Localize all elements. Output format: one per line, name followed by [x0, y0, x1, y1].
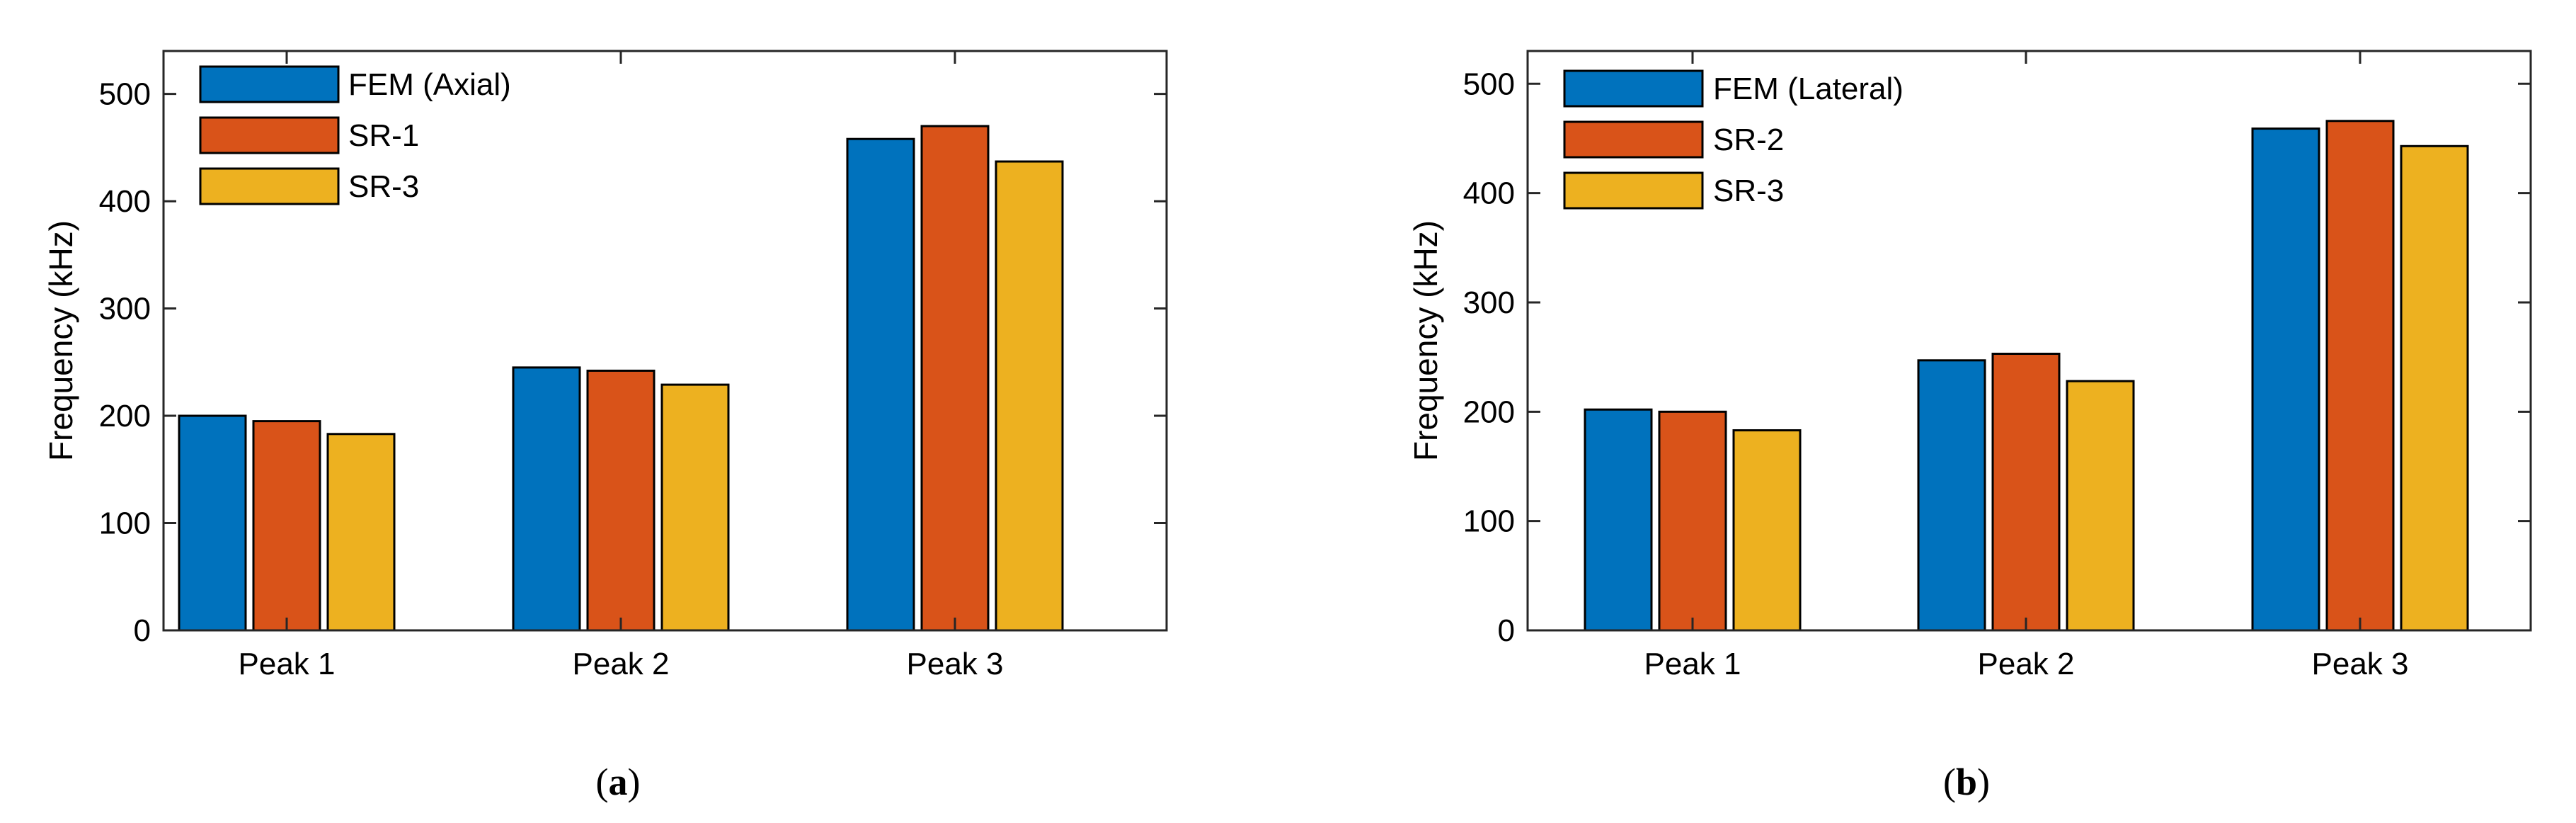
bar-a-series-3-cat-1: [326, 433, 396, 632]
bar-b-series-2-cat-1: [1658, 410, 1727, 632]
y-tick-label: 100: [1463, 504, 1515, 539]
y-axis-label: Frequency (kHz): [42, 220, 79, 461]
legend-swatch: [1563, 171, 1704, 210]
x-tick-label: Peak 3: [907, 647, 1004, 681]
legend-swatch: [199, 116, 340, 154]
y-tick-label: 300: [1463, 285, 1515, 320]
x-tick-label: Peak 2: [573, 647, 670, 681]
bar-a-series-3-cat-2: [660, 383, 730, 632]
y-axis-label: Frequency (kHz): [1407, 220, 1444, 461]
legend-label: FEM (Axial): [348, 67, 511, 102]
bar-a-series-3-cat-3: [995, 160, 1064, 632]
bar-a-series-1-cat-3: [846, 137, 915, 632]
axes-box: [162, 50, 1168, 632]
bar-a-series-1-cat-2: [512, 366, 581, 632]
x-tick-label: Peak 2: [1978, 647, 2075, 681]
bar-b-series-3-cat-3: [2400, 144, 2469, 632]
chart-panel-a: 0 100 200 300 400 500 Peak 1 Peak 2 Peak 3 Freque…: [42, 50, 1168, 803]
y-tick-label: 400: [1463, 176, 1515, 211]
legend-swatch: [199, 167, 340, 205]
legend-label: SR-3: [1713, 174, 1784, 208]
legend-label: SR-2: [1713, 123, 1784, 157]
bar-b-series-3-cat-2: [2066, 380, 2135, 632]
y-tick-label: 400: [99, 184, 151, 219]
legend-swatch: [199, 65, 340, 103]
caption-label: (a): [596, 761, 641, 803]
y-tick-label: 300: [99, 292, 151, 327]
bar-b-series-1-cat-2: [1917, 359, 1986, 632]
y-tick-label: 100: [99, 506, 151, 541]
y-tick-label: 500: [1463, 67, 1515, 101]
bar-b-series-1-cat-1: [1584, 408, 1653, 632]
y-tick-label: 500: [99, 77, 151, 112]
legend-swatch: [1563, 120, 1704, 159]
bar-b-series-1-cat-3: [2251, 127, 2320, 632]
bar-a-series-2-cat-2: [586, 369, 656, 632]
x-tick-label: Peak 3: [2312, 647, 2409, 681]
bar-a-series-2-cat-3: [920, 125, 990, 632]
x-tick-label: Peak 1: [1644, 647, 1741, 681]
y-tick-label: 200: [99, 399, 151, 433]
caption-label: (b): [1943, 761, 1990, 803]
legend-label: SR-1: [348, 118, 419, 153]
y-tick-label: 200: [1463, 395, 1515, 429]
bar-b-series-2-cat-2: [1991, 353, 2061, 632]
chart-panel-b: 0 100 200 300 400 500 Peak 1 Peak 2 Peak 3 Freque…: [1407, 50, 2532, 803]
legend-label: SR-3: [348, 169, 419, 204]
bar-b-series-2-cat-3: [2325, 120, 2395, 632]
bar-a-series-2-cat-1: [252, 420, 321, 632]
bar-b-series-3-cat-1: [1732, 429, 1802, 632]
legend-label: FEM (Lateral): [1713, 72, 1904, 106]
bar-a-series-1-cat-1: [178, 414, 247, 632]
y-tick-label: 0: [1498, 613, 1515, 648]
y-tick-label: 0: [134, 613, 151, 648]
axes-box: [1526, 50, 2532, 632]
legend-swatch: [1563, 69, 1704, 108]
x-tick-label: Peak 1: [239, 647, 336, 681]
